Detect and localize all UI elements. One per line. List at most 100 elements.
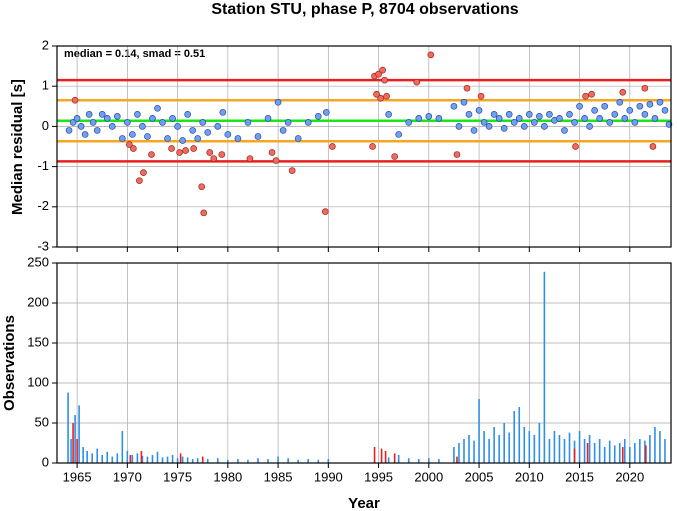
- bar: [317, 459, 320, 463]
- point: [264, 115, 272, 122]
- point: [164, 135, 171, 142]
- x-tick-label: 1995: [364, 469, 393, 484]
- bar: [373, 447, 376, 463]
- point: [149, 115, 156, 122]
- bar: [237, 459, 239, 463]
- point: [656, 98, 664, 106]
- point: [450, 102, 458, 110]
- point: [304, 119, 312, 126]
- x-tick-label: 2000: [414, 469, 443, 484]
- point: [134, 110, 141, 118]
- point: [198, 183, 206, 191]
- y-tick-label: 100: [27, 374, 49, 389]
- bar: [618, 443, 621, 463]
- point: [85, 110, 93, 118]
- bar: [161, 457, 164, 463]
- bar: [533, 435, 536, 463]
- point: [200, 209, 208, 217]
- bar: [588, 435, 591, 463]
- bar: [664, 439, 666, 463]
- point: [126, 141, 133, 148]
- point: [274, 98, 282, 106]
- point: [314, 112, 322, 120]
- point: [189, 127, 197, 134]
- point: [616, 98, 624, 106]
- bar: [82, 447, 84, 463]
- point: [566, 110, 573, 118]
- bar: [67, 392, 69, 463]
- bar: [417, 459, 420, 463]
- point: [174, 123, 181, 130]
- bar: [621, 447, 624, 463]
- y-tick-label: 1: [42, 78, 49, 93]
- point: [582, 92, 589, 100]
- y-axis-label: Median residual [s]: [9, 79, 26, 215]
- point: [541, 123, 548, 130]
- bar: [649, 435, 651, 463]
- bar: [156, 451, 159, 463]
- point: [89, 119, 97, 126]
- bar: [277, 456, 279, 463]
- bar: [201, 456, 204, 463]
- bar: [593, 443, 596, 463]
- y-tick-label: -2: [37, 198, 49, 213]
- point: [321, 208, 329, 215]
- bar: [503, 423, 505, 463]
- bar: [453, 447, 455, 463]
- point: [601, 102, 609, 110]
- point: [234, 135, 242, 142]
- point: [108, 123, 116, 130]
- point: [556, 115, 563, 122]
- bar: [101, 455, 104, 463]
- point: [480, 119, 488, 126]
- bar: [508, 432, 511, 463]
- bar: [598, 439, 601, 463]
- point: [169, 115, 176, 122]
- y-tick-label: 2: [42, 37, 49, 52]
- point: [561, 127, 568, 134]
- bar: [131, 455, 134, 463]
- point: [71, 96, 79, 104]
- point: [288, 167, 296, 174]
- y-tick-label: -3: [37, 238, 49, 253]
- point: [455, 123, 463, 130]
- bar: [78, 405, 80, 463]
- point: [596, 115, 604, 122]
- bar: [171, 455, 174, 463]
- bar: [186, 457, 189, 463]
- bar: [586, 443, 589, 463]
- bar: [407, 458, 410, 463]
- point: [383, 92, 390, 100]
- point: [490, 110, 498, 118]
- plot-frame: [56, 45, 672, 248]
- bar: [639, 439, 641, 463]
- bar: [578, 431, 581, 463]
- bar: [393, 453, 396, 463]
- point: [210, 155, 218, 162]
- point: [246, 155, 254, 162]
- bar: [176, 458, 179, 463]
- y-tick-label: -1: [37, 158, 49, 173]
- bar: [267, 459, 269, 463]
- point: [206, 149, 214, 156]
- point: [179, 137, 186, 144]
- point: [81, 131, 89, 138]
- bar: [458, 443, 460, 463]
- point: [279, 127, 287, 134]
- point: [130, 145, 137, 152]
- bar: [70, 439, 72, 463]
- point: [611, 110, 619, 118]
- point: [136, 177, 143, 185]
- point: [576, 102, 583, 110]
- bar: [146, 456, 149, 463]
- point: [495, 115, 503, 122]
- point: [379, 66, 386, 74]
- bar: [608, 440, 611, 463]
- bar: [613, 445, 616, 463]
- bar: [628, 447, 631, 463]
- point: [184, 110, 191, 118]
- bar: [473, 440, 475, 463]
- bar: [166, 456, 169, 463]
- point: [586, 123, 593, 130]
- bar: [191, 459, 194, 463]
